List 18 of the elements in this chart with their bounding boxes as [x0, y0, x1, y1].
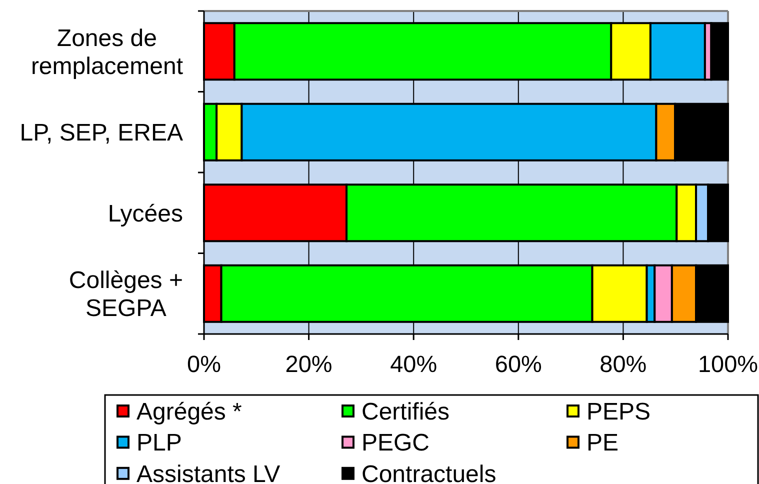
legend-label: Contractuels: [362, 460, 496, 484]
y-tick-label: Collèges + SEGPA: [68, 267, 184, 322]
x-tick-label: 20%: [285, 351, 332, 378]
y-tick-label: LP, SEP, EREA: [20, 120, 183, 147]
x-tick-label: 100%: [698, 351, 758, 378]
y-tick-label: Lycées: [108, 200, 183, 228]
legend-label: PE: [586, 430, 619, 457]
x-tick-label: 0%: [187, 351, 222, 378]
legend-label: Agrégés *: [136, 398, 242, 426]
x-tick-label: 60%: [494, 351, 542, 378]
y-tick-label: Zones de remplacement: [30, 24, 184, 80]
legend-label: Assistants LV: [136, 460, 280, 484]
legend-label: PEPS: [586, 398, 651, 426]
x-tick-label: 80%: [600, 351, 647, 378]
x-tick-label: 40%: [390, 351, 438, 378]
legend-label: PEGC: [362, 430, 430, 457]
legend-label: Certifiés: [362, 398, 450, 426]
legend-label: PLP: [136, 430, 182, 457]
